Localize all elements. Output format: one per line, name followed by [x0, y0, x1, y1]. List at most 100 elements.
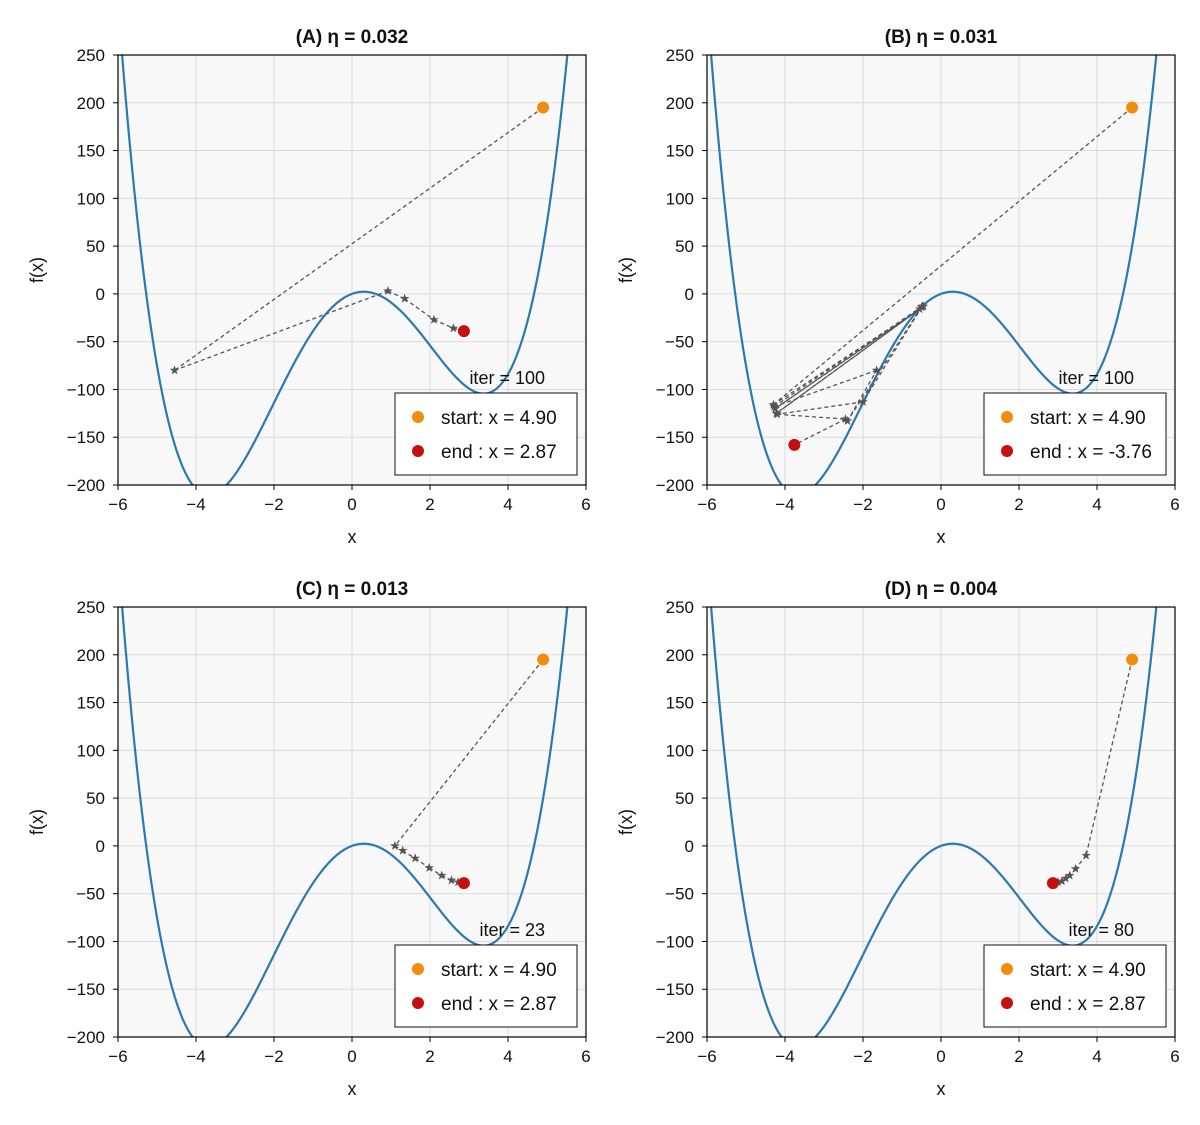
- iteration-count: iter = 100: [1058, 368, 1134, 388]
- iterate-marker: [840, 414, 851, 424]
- descent-segment: [772, 107, 1133, 406]
- iterate-marker: [1061, 873, 1071, 883]
- x-axis-label: x: [348, 527, 357, 547]
- y-tick-label: −150: [656, 980, 694, 999]
- chart-panel-3: −6 −4 −2 0 2 4 6 −200 −150 −100 −50 0 50 100 150 200 250…: [27, 579, 591, 1099]
- y-axis-label: f(x): [27, 257, 47, 283]
- y-tick-label: −50: [665, 333, 694, 352]
- y-tick-label: 0: [685, 837, 694, 856]
- y-tick-label: 100: [666, 189, 694, 208]
- x-tick-label: −4: [775, 495, 794, 514]
- y-tick-label: −150: [656, 428, 694, 447]
- start-point: [1126, 653, 1139, 666]
- descent-segment: [777, 413, 846, 420]
- legend-end-label: end : x = 2.87: [1030, 994, 1146, 1015]
- y-tick-label: 250: [77, 598, 105, 617]
- x-tick-label: 2: [1014, 495, 1023, 514]
- legend-end-label: end : x = 2.87: [441, 994, 557, 1015]
- x-tick-label: 4: [1092, 495, 1101, 514]
- iterate-marker: [769, 401, 779, 411]
- descent-segment: [1085, 659, 1133, 856]
- legend-box: [983, 392, 1167, 476]
- legend: start: x = 4.90 end : x = -3.76: [983, 392, 1167, 476]
- iterate-marker: [410, 853, 420, 863]
- x-tick-label: −2: [853, 1047, 872, 1066]
- x-tick-label: −4: [186, 1047, 205, 1066]
- legend: start: x = 4.90 end : x = 2.87: [983, 944, 1167, 1028]
- legend: start: x = 4.90 end : x = 2.87: [394, 392, 578, 476]
- start-point: [1126, 101, 1139, 114]
- chart-panel-1: −6 −4 −2 0 2 4 6 −200 −150 −100 −50 0 50 100 150 200 250…: [27, 27, 591, 547]
- x-tick-label: −2: [264, 495, 283, 514]
- y-tick-label: −100: [656, 932, 694, 951]
- x-tick-label: 2: [425, 495, 434, 514]
- y-tick-label: −150: [67, 428, 105, 447]
- legend-end-marker: [1001, 997, 1013, 1009]
- x-tick-label: −6: [108, 495, 127, 514]
- y-tick-label: 50: [86, 237, 105, 256]
- function-curve: [121, 55, 569, 485]
- iterate-marker: [424, 862, 434, 872]
- plot-area: [121, 55, 569, 485]
- legend-start-label: start: x = 4.90: [1030, 408, 1146, 429]
- y-tick-label: −100: [67, 380, 105, 399]
- y-tick-label: 0: [96, 285, 105, 304]
- x-tick-label: −6: [108, 1047, 127, 1066]
- y-tick-label: −200: [656, 1028, 694, 1047]
- iterate-marker: [772, 409, 782, 419]
- iterate-marker: [453, 877, 463, 887]
- legend-end-marker: [1001, 445, 1013, 457]
- iterate-marker: [390, 840, 400, 850]
- y-tick-label: −100: [67, 932, 105, 951]
- descent-segment: [776, 308, 920, 414]
- x-tick-label: 4: [1092, 1047, 1101, 1066]
- plot-area: [710, 607, 1158, 1037]
- legend-box: [394, 944, 578, 1028]
- function-curve: [710, 607, 1158, 1037]
- y-tick-label: 0: [685, 285, 694, 304]
- x-tick-label: −6: [697, 495, 716, 514]
- y-tick-label: 150: [666, 694, 694, 713]
- x-tick-label: 6: [581, 495, 590, 514]
- x-tick-label: 0: [347, 495, 356, 514]
- legend-end-marker: [412, 445, 424, 457]
- legend-box: [983, 944, 1167, 1028]
- x-tick-label: 0: [347, 1047, 356, 1066]
- descent-segment: [394, 659, 544, 847]
- chart-title: (D) η = 0.004: [885, 579, 998, 600]
- iterate-marker: [169, 365, 180, 375]
- end-point: [457, 325, 470, 338]
- iterate-marker: [917, 301, 928, 311]
- y-tick-label: 100: [77, 189, 105, 208]
- descent-segment: [773, 305, 923, 408]
- y-tick-label: −50: [665, 885, 694, 904]
- x-tick-label: −4: [775, 1047, 794, 1066]
- x-tick-label: 4: [503, 495, 512, 514]
- iteration-count: iter = 23: [479, 920, 545, 940]
- legend-start-marker: [412, 411, 424, 423]
- legend-end-label: end : x = -3.76: [1030, 442, 1152, 463]
- iterate-marker: [871, 365, 882, 375]
- x-tick-label: 6: [1170, 1047, 1179, 1066]
- y-tick-label: 150: [666, 142, 694, 161]
- chart-panel-4: −6 −4 −2 0 2 4 6 −200 −150 −100 −50 0 50 100 150 200 250…: [616, 579, 1180, 1099]
- iterate-marker: [1064, 870, 1075, 880]
- descent-segment: [794, 418, 846, 446]
- y-tick-label: −150: [67, 980, 105, 999]
- iteration-count: iter = 80: [1068, 920, 1134, 940]
- descent-segment: [404, 298, 435, 321]
- function-curve: [121, 607, 569, 1037]
- y-tick-label: 200: [77, 646, 105, 665]
- y-axis-label: f(x): [616, 809, 636, 835]
- y-tick-label: −50: [76, 885, 105, 904]
- y-tick-label: 50: [86, 789, 105, 808]
- descent-segment: [174, 107, 544, 371]
- x-tick-label: 2: [1014, 1047, 1023, 1066]
- plot-area: [121, 607, 569, 1037]
- descent-segment: [174, 290, 389, 371]
- iterate-marker: [1081, 850, 1091, 860]
- legend-start-marker: [1001, 963, 1013, 975]
- y-tick-label: 250: [666, 46, 694, 65]
- end-point: [457, 877, 470, 890]
